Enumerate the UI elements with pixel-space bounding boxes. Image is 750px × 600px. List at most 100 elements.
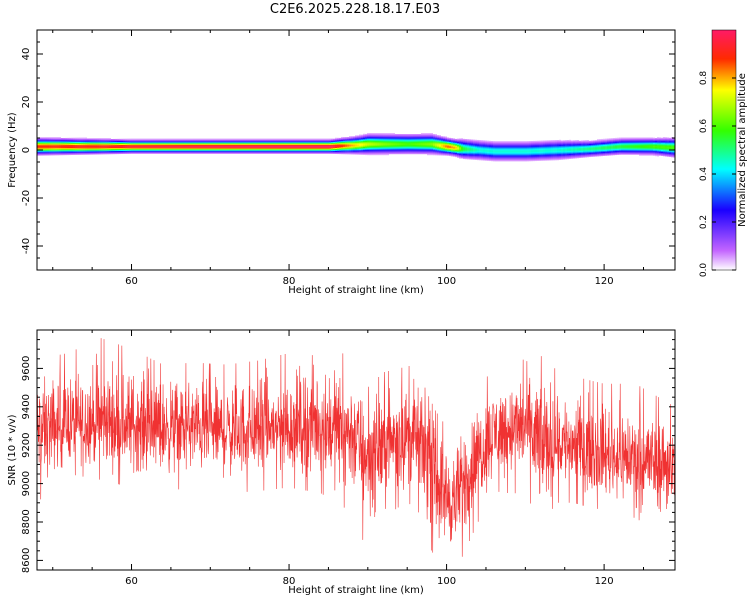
spectrogram-cell [443,149,445,151]
spectrogram-cell [39,150,41,152]
spectrogram-cell [441,142,443,144]
spectrogram-cell [95,142,97,144]
spectrogram-cell [225,143,227,145]
spectrogram-cell [305,142,307,144]
spectrogram-cell [531,148,533,150]
spectrogram-cell [565,149,567,151]
spectrogram-cell [55,139,57,141]
spectrogram-cell [539,159,541,161]
spectrogram-cell [463,152,465,155]
spectrogram-cell [295,147,297,149]
spectrogram-cell [245,142,247,144]
spectrogram-cell [273,152,275,154]
spectrogram-cell [509,141,511,143]
spectrogram-cell [41,140,43,142]
spectrogram-cell [213,151,215,153]
spectrogram-cell [427,137,429,139]
spectrogram-cell [491,156,493,158]
spectrogram-cell [499,147,501,149]
spectrogram-cell [443,139,445,141]
spectrogram-cell [427,138,429,140]
spectrogram-cell [67,150,69,153]
spectrogram-cell [365,151,367,154]
spectrogram-cell [557,150,559,152]
spectrogram-cell [61,148,63,150]
spectrogram-cell [263,139,265,141]
spectrogram-cell [385,142,387,144]
spectrogram-cell [57,144,59,146]
spectrogram-cell [375,139,377,141]
spectrogram-cell [565,142,567,144]
spectrogram-cell [353,143,355,145]
spectrogram-cell [297,150,299,152]
spectrogram-cell [349,148,351,150]
spectrogram-cell [321,141,323,143]
spectrogram-cell [185,141,187,143]
spectrogram-cell [475,153,477,155]
spectrogram-cell [247,142,249,144]
spectrogram-cell [359,151,361,153]
spectrogram-cell [441,143,443,145]
spectrogram-cell [607,153,609,155]
spectrogram-cell [205,151,207,153]
spectrogram-cell [529,149,531,151]
spectrogram-cell [427,136,429,138]
spectrogram-cell [567,150,569,152]
spectrogram-cell [435,137,437,139]
spectrogram-cell [237,140,239,142]
spectrogram-cell [89,145,91,147]
spectrogram-cell [43,137,45,139]
spectrogram-cell [531,154,533,156]
spectrogram-cell [265,148,267,150]
spectrogram-cell [255,141,257,143]
spectrogram-cell [363,152,365,154]
spectrogram-cell [527,147,529,149]
spectrogram-cell [61,149,63,151]
spectrogram-cell [447,145,449,147]
spectrogram-cell [307,151,309,153]
spectrogram-cell [201,152,203,154]
spectrogram-cell [441,152,443,154]
spectrogram-cell [149,142,151,144]
spectrogram-cell [275,152,277,154]
spectrogram-cell [357,149,359,151]
spectrogram-cell [535,150,537,153]
spectrogram-cell [521,158,523,160]
spectrogram-cell [143,144,145,146]
spectrogram-cell [471,146,473,148]
spectrogram-cell [387,147,389,149]
spectrogram-cell [555,140,557,142]
spectrogram-cell [539,146,541,148]
spectrogram-cell [473,146,475,148]
spectrogram-cell [47,154,49,156]
spectrogram-cell [123,150,125,152]
spectrogram-cell [107,141,109,143]
spectrogram-cell [411,138,413,140]
spectrogram-cell [211,150,213,152]
spectrogram-cell [431,143,433,145]
spectrogram-cell [271,149,273,151]
spectrogram-cell [39,138,41,140]
spectrogram-cell [307,140,309,142]
spectrogram-cell [529,154,531,156]
spectrogram-cell [461,150,463,152]
spectrogram-cell [57,141,59,143]
spectrogram-cell [435,149,437,151]
spectrogram-cell [377,150,379,152]
spectrogram-cell [353,138,355,140]
spectrogram-cell [87,144,89,146]
spectrogram-cell [97,140,99,142]
spectrogram-cell [221,138,223,140]
spectrogram-cell [55,142,57,144]
spectrogram-cell [555,157,557,159]
spectrogram-cell [413,147,415,149]
spectrogram-cell [113,148,115,151]
spectrogram-cell [311,140,313,142]
spectrogram-cell [349,142,351,144]
spectrogram-cell [53,137,55,139]
spectrogram-cell [241,146,243,148]
spectrogram-cell [325,142,327,144]
spectrogram-cell [559,146,561,149]
spectrogram-cell [409,141,411,143]
spectrogram-cell [501,155,503,157]
